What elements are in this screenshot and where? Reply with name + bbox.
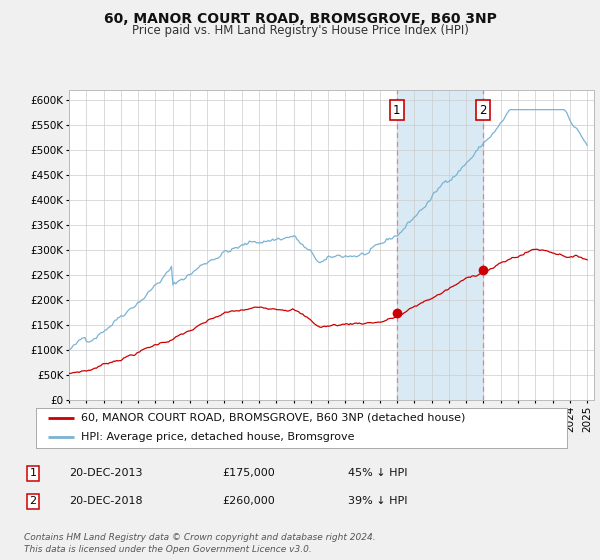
Text: Contains HM Land Registry data © Crown copyright and database right 2024.: Contains HM Land Registry data © Crown c…	[24, 533, 376, 542]
Text: Price paid vs. HM Land Registry's House Price Index (HPI): Price paid vs. HM Land Registry's House …	[131, 24, 469, 36]
Text: This data is licensed under the Open Government Licence v3.0.: This data is licensed under the Open Gov…	[24, 545, 312, 554]
Text: 60, MANOR COURT ROAD, BROMSGROVE, B60 3NP (detached house): 60, MANOR COURT ROAD, BROMSGROVE, B60 3N…	[81, 413, 466, 423]
Text: £260,000: £260,000	[222, 496, 275, 506]
Text: 20-DEC-2013: 20-DEC-2013	[69, 468, 143, 478]
Text: 1: 1	[29, 468, 37, 478]
Text: 2: 2	[29, 496, 37, 506]
Bar	[397, 90, 483, 400]
Text: 20-DEC-2018: 20-DEC-2018	[69, 496, 143, 506]
Text: £175,000: £175,000	[222, 468, 275, 478]
Text: 60, MANOR COURT ROAD, BROMSGROVE, B60 3NP: 60, MANOR COURT ROAD, BROMSGROVE, B60 3N…	[104, 12, 496, 26]
Text: 45% ↓ HPI: 45% ↓ HPI	[348, 468, 407, 478]
Text: HPI: Average price, detached house, Bromsgrove: HPI: Average price, detached house, Brom…	[81, 432, 355, 442]
Text: 1: 1	[393, 104, 400, 116]
Text: 2: 2	[479, 104, 487, 116]
Text: 39% ↓ HPI: 39% ↓ HPI	[348, 496, 407, 506]
